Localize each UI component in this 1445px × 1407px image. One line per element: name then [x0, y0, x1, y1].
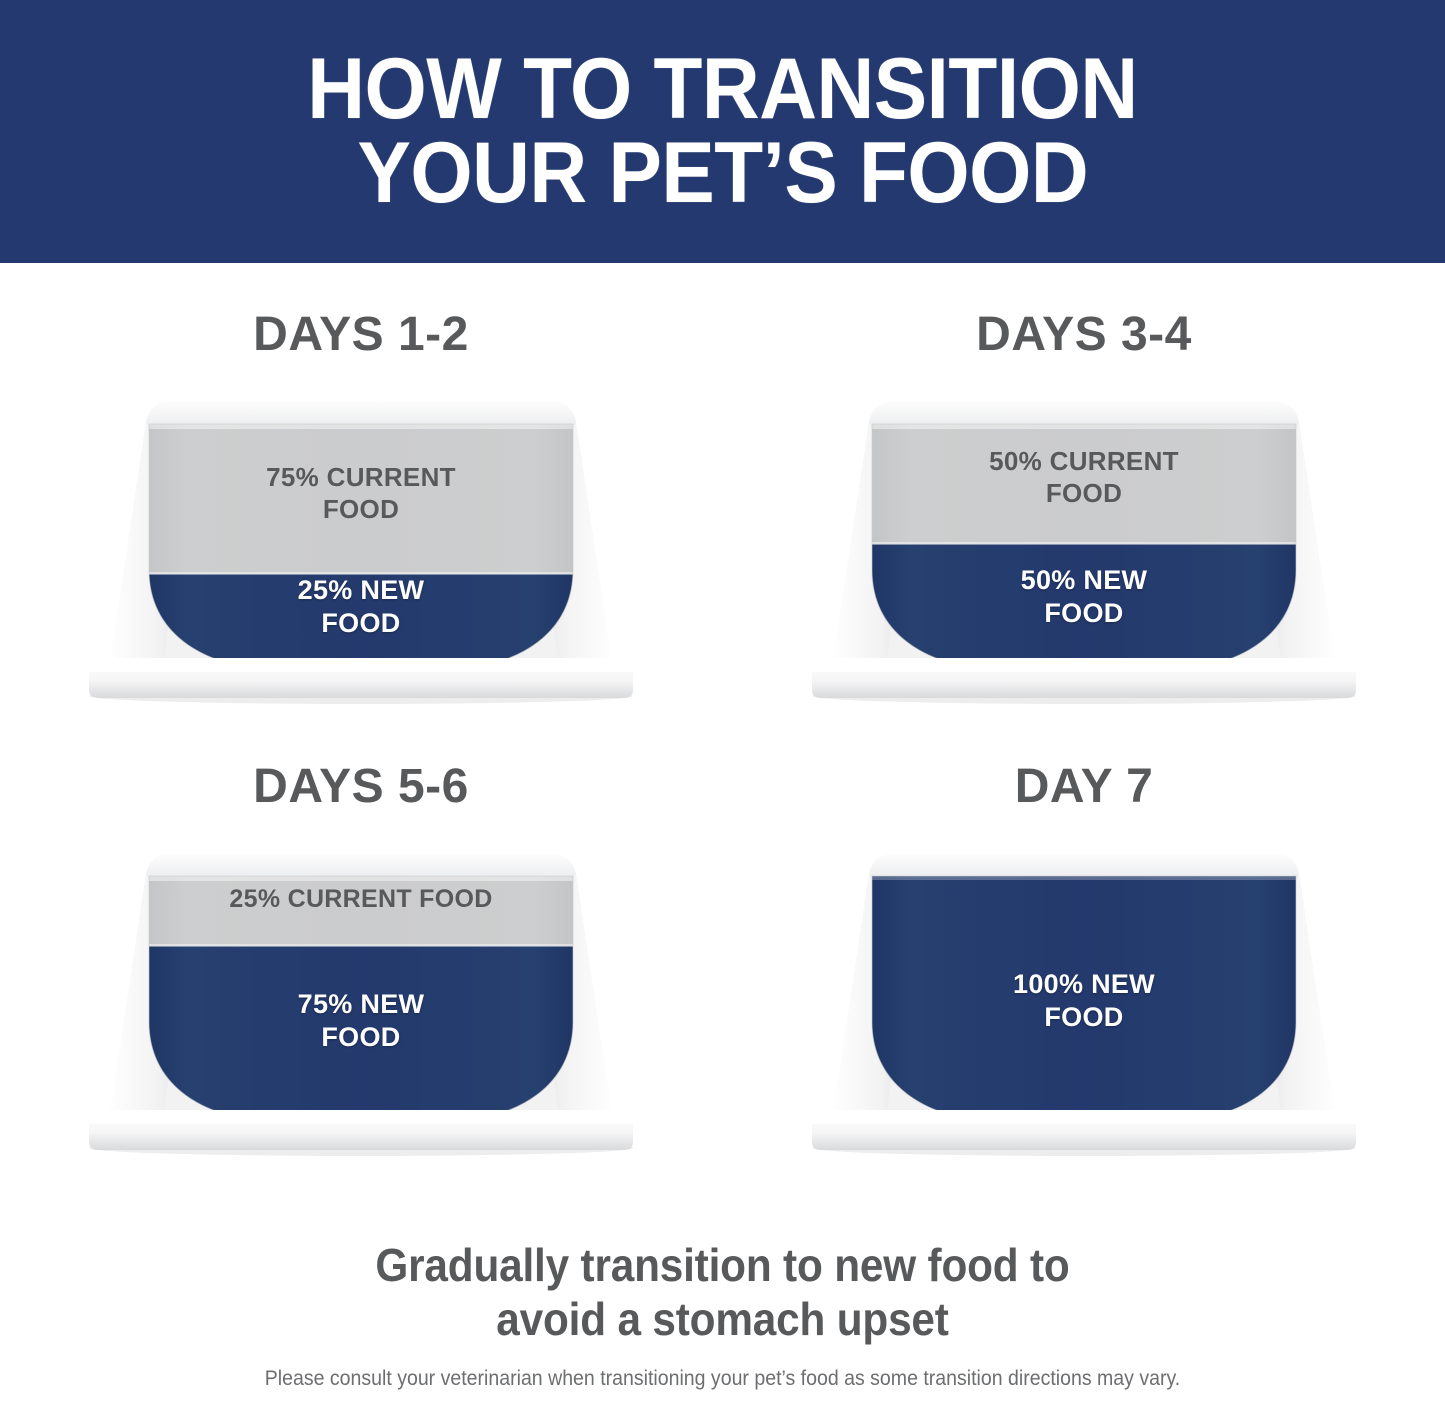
- bowl-food-area: [149, 876, 573, 1122]
- bowl-illustration-icon: [812, 854, 1356, 1156]
- steps-grid: DAYS 1-2: [0, 263, 1445, 1228]
- step-title-days-3-4: DAYS 3-4: [976, 308, 1192, 361]
- bowl-food-area: [872, 876, 1296, 1122]
- step-panel-day-7: DAY 7: [723, 763, 1445, 1218]
- tagline: Gradually transition to new food to avoi…: [58, 1238, 1387, 1347]
- step-panel-days-5-6: DAYS 5-6: [0, 763, 722, 1218]
- pet-bowl-day-7: 100% NEW FOOD: [774, 836, 1394, 1166]
- step-title-day-7: DAY 7: [1014, 760, 1154, 813]
- pet-bowl-days-1-2: 75% CURRENT FOOD 25% NEW FOOD: [51, 384, 671, 714]
- step-title-days-5-6: DAYS 5-6: [253, 760, 469, 813]
- new-food-fill: [149, 574, 573, 670]
- bowl-food-area: [872, 424, 1296, 670]
- step-title-days-1-2: DAYS 1-2: [253, 308, 469, 361]
- header-banner: HOW TO TRANSITION YOUR PET’S FOOD: [0, 0, 1445, 263]
- fine-print-disclaimer: Please consult your veterinarian when tr…: [264, 1367, 1181, 1390]
- new-food-fill: [149, 946, 573, 1122]
- new-food-fill: [872, 876, 1296, 1122]
- pet-bowl-days-5-6: 25% CURRENT FOOD 75% NEW FOOD: [51, 836, 671, 1166]
- bowl-illustration-icon: [89, 854, 633, 1156]
- header-title-line-1: HOW TO TRANSITION: [307, 41, 1138, 138]
- bowl-food-area: [149, 424, 573, 670]
- bowl-illustration-icon: [812, 402, 1356, 704]
- tagline-line-1: Gradually transition to new food to: [375, 1239, 1070, 1291]
- header-title-line-2: YOUR PET’S FOOD: [357, 124, 1088, 221]
- bowl-illustration-icon: [89, 402, 633, 704]
- new-food-fill: [872, 544, 1296, 670]
- step-panel-days-3-4: DAYS 3-4: [723, 311, 1445, 766]
- step-panel-days-1-2: DAYS 1-2: [0, 311, 722, 766]
- pet-bowl-days-3-4: 50% CURRENT FOOD 50% NEW FOOD: [774, 384, 1394, 714]
- tagline-line-2: avoid a stomach upset: [496, 1293, 949, 1346]
